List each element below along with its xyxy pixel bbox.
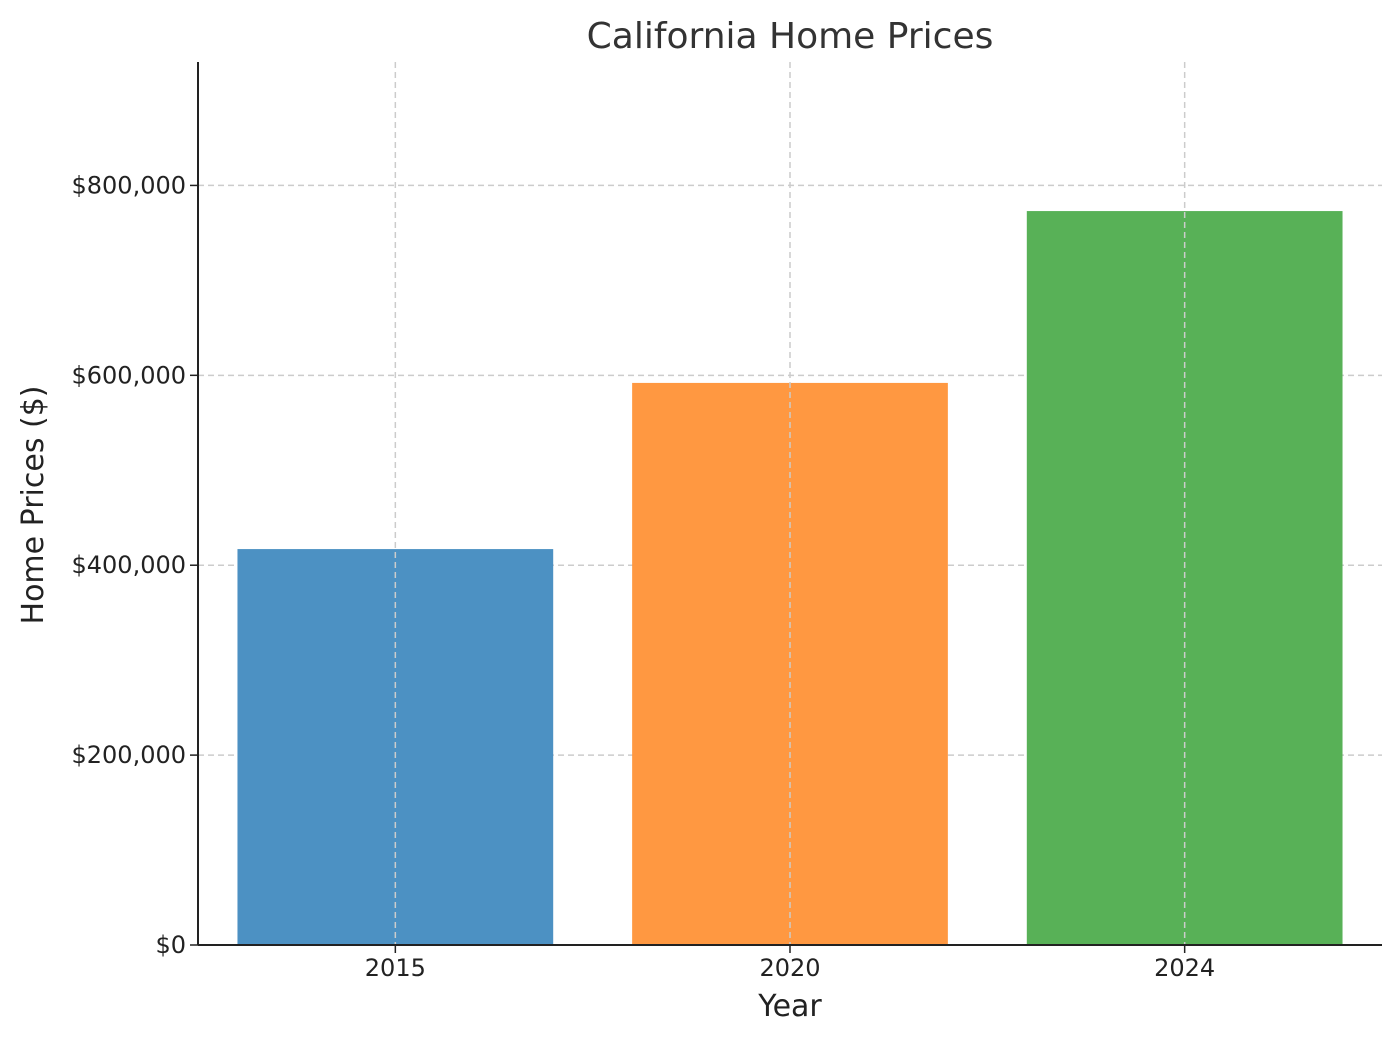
x-grid-lines [394,62,1186,945]
chart-title: California Home Prices [587,16,994,57]
x-tick-label: 2024 [1154,954,1215,982]
y-tick-label: $800,000 [71,171,186,199]
x-tick-labels: 2015 2020 2024 [365,954,1215,982]
y-tick-label: $0 [155,931,186,959]
y-tick-labels: $0 $200,000 $400,000 $600,000 $800,000 [71,171,186,959]
x-axis-title: Year [757,989,822,1024]
x-tick-label: 2020 [759,954,820,982]
axes [190,62,1382,953]
y-tick-label: $200,000 [71,741,186,769]
x-tick-label: 2015 [365,954,426,982]
y-tick-label: $400,000 [71,551,186,579]
y-tick-label: $600,000 [71,361,186,389]
y-axis-title: Home Prices ($) [16,386,51,625]
